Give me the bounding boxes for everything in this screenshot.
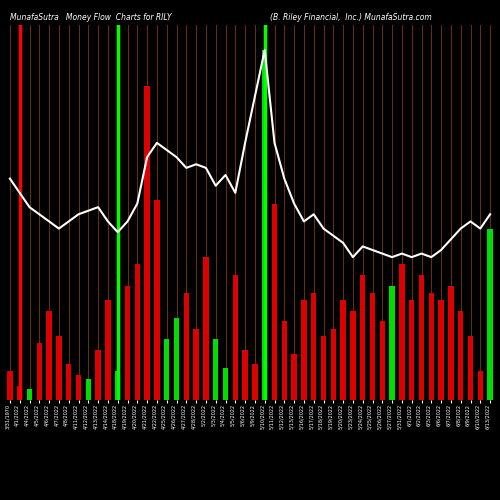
Bar [194, 328, 199, 400]
Text: MunafaSutra   Money Flow  Charts for RILY: MunafaSutra Money Flow Charts for RILY [10, 12, 172, 22]
Bar [46, 310, 52, 400]
Bar [115, 372, 120, 400]
Bar [428, 293, 434, 400]
Bar [458, 310, 464, 400]
Bar [419, 275, 424, 400]
Bar [242, 350, 248, 400]
Bar [105, 300, 110, 400]
Bar [174, 318, 179, 400]
Bar [272, 204, 277, 400]
Bar [438, 300, 444, 400]
Bar [164, 340, 170, 400]
Bar [360, 275, 366, 400]
Bar [488, 228, 493, 400]
Bar [134, 264, 140, 400]
Bar [330, 328, 336, 400]
Bar [56, 336, 62, 400]
Bar [340, 300, 346, 400]
Bar [203, 257, 208, 400]
Bar [448, 286, 454, 400]
Bar [232, 275, 238, 400]
Bar [154, 200, 160, 400]
Bar [66, 364, 71, 400]
Bar [478, 372, 483, 400]
Bar [96, 350, 101, 400]
Bar [213, 340, 218, 400]
Bar [252, 364, 258, 400]
Bar [292, 354, 297, 400]
Bar [399, 264, 404, 400]
Bar [311, 293, 316, 400]
Bar [144, 86, 150, 400]
Bar [370, 293, 375, 400]
Bar [125, 286, 130, 400]
Bar [7, 372, 12, 400]
Bar [380, 322, 385, 400]
Bar [468, 336, 473, 400]
Text: (B. Riley Financial,  Inc.) MunafaSutra.com: (B. Riley Financial, Inc.) MunafaSutra.c… [270, 12, 432, 22]
Bar [86, 378, 91, 400]
Bar [184, 293, 189, 400]
Bar [350, 310, 356, 400]
Bar [223, 368, 228, 400]
Bar [409, 300, 414, 400]
Bar [262, 50, 268, 400]
Bar [36, 343, 42, 400]
Bar [17, 386, 22, 400]
Bar [76, 375, 81, 400]
Bar [301, 300, 306, 400]
Bar [321, 336, 326, 400]
Bar [27, 390, 32, 400]
Bar [390, 286, 395, 400]
Bar [282, 322, 287, 400]
